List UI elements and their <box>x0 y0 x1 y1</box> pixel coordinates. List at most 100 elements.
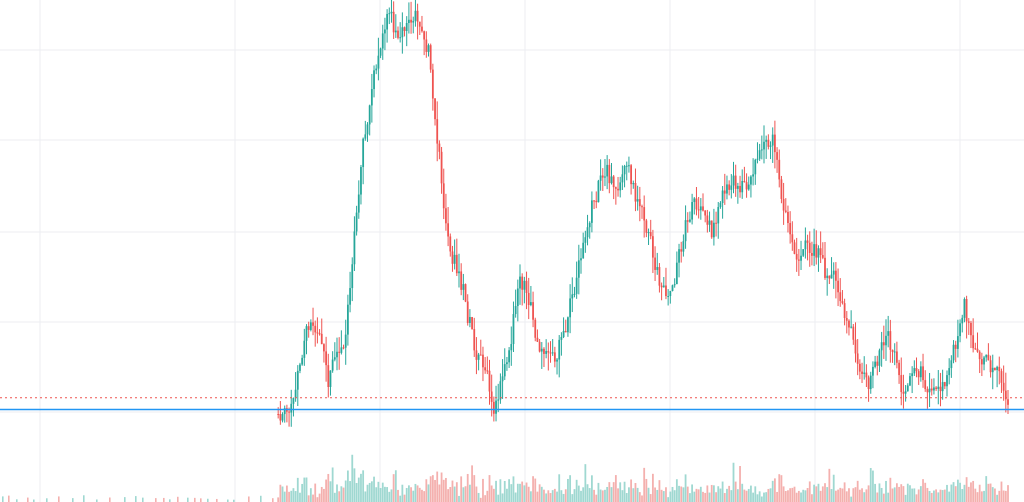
volume-bar <box>468 484 471 502</box>
candle-body <box>793 242 796 254</box>
candle-body <box>514 306 517 315</box>
volume-bar <box>841 488 844 502</box>
candle-body <box>863 372 866 374</box>
volume-bar <box>475 486 478 502</box>
volume-bar <box>575 479 578 502</box>
volume-bar <box>331 467 334 502</box>
candle-body <box>963 299 966 318</box>
volume-bar <box>482 478 484 502</box>
candle-body <box>353 231 356 265</box>
candle-body <box>405 23 408 31</box>
candle-body <box>983 357 985 365</box>
volume-bar <box>800 492 802 502</box>
volume-bar <box>366 484 369 502</box>
volume-bar <box>937 492 940 502</box>
volume-bar <box>963 484 966 502</box>
volume-bar <box>946 484 948 502</box>
volume-bar <box>834 490 837 502</box>
candle-body <box>902 392 905 394</box>
volume-bar <box>1002 490 1005 502</box>
volume-bar <box>767 488 770 502</box>
volume-bar <box>1004 490 1007 502</box>
volume-bar <box>752 492 755 502</box>
volume-bar <box>362 470 365 502</box>
candle-body <box>567 317 569 333</box>
volume-bar <box>684 474 687 502</box>
candle-body <box>290 403 293 413</box>
volume-bar <box>739 466 741 502</box>
candle-body <box>283 408 286 415</box>
candle-body <box>806 240 809 243</box>
candle-body <box>891 349 894 352</box>
volume-bar <box>142 497 144 502</box>
volume-bar <box>665 487 667 502</box>
candle-body <box>279 414 282 421</box>
candle-body <box>682 241 685 252</box>
volume-bar <box>680 486 683 502</box>
volume-bar <box>673 490 676 502</box>
candle-body <box>732 175 735 186</box>
volume-bar <box>414 483 417 502</box>
volume-bar <box>726 488 728 502</box>
candle-body <box>593 200 595 202</box>
volume-bar <box>410 487 412 502</box>
candle-body <box>562 330 565 337</box>
candle-body <box>878 350 881 366</box>
candle-body <box>410 19 412 23</box>
candle-body <box>316 332 319 334</box>
volume-bar <box>898 486 900 502</box>
candle-body <box>874 361 877 367</box>
candle-body <box>377 55 380 69</box>
candle-body <box>619 182 622 191</box>
candle-body <box>519 276 521 289</box>
candle-body <box>536 337 539 342</box>
candle-body <box>462 284 465 290</box>
volume-bar <box>619 482 622 502</box>
candle-body <box>876 361 879 366</box>
candle-body <box>543 348 545 354</box>
volume-bar <box>760 496 763 502</box>
volume-bar <box>715 492 717 502</box>
volume-bar <box>386 487 389 502</box>
candle-body <box>821 255 824 258</box>
volume-bar <box>33 499 35 502</box>
candle-body <box>815 244 818 258</box>
candle-body <box>301 357 304 365</box>
volume-bar <box>869 468 872 502</box>
volume-bar <box>538 484 541 502</box>
volume-bar <box>593 489 595 502</box>
volume-bar <box>634 482 637 502</box>
candle-body <box>614 187 617 189</box>
volume-bar <box>721 481 724 502</box>
volume-bar <box>658 480 661 502</box>
candle-body <box>625 165 628 167</box>
volume-bar <box>967 486 970 502</box>
volume-bar <box>821 486 824 502</box>
candle-body <box>850 326 853 328</box>
candle-body <box>438 143 441 152</box>
volume-bar <box>965 477 968 502</box>
candle-body <box>726 184 728 194</box>
candle-body <box>499 381 502 400</box>
candle-body <box>580 258 582 261</box>
volume-bar <box>292 488 295 502</box>
candle-body <box>431 69 434 99</box>
volume-bar <box>323 488 325 502</box>
volume-bar <box>314 483 317 502</box>
candle-body <box>885 335 887 346</box>
candle-body <box>357 194 360 213</box>
volume-bar <box>216 498 218 502</box>
volume-bar <box>288 491 290 502</box>
candle-body <box>680 249 683 252</box>
volume-bar <box>630 479 633 502</box>
volume-bar <box>780 475 783 502</box>
volume-bar <box>625 493 628 502</box>
candle-body <box>560 336 563 340</box>
volume-bar <box>418 487 421 502</box>
candle-body <box>843 303 846 319</box>
volume-bar <box>915 494 918 502</box>
volume-bar <box>301 483 304 502</box>
candle-body <box>521 276 524 290</box>
candle-body <box>974 348 977 350</box>
candle-body <box>471 317 473 330</box>
